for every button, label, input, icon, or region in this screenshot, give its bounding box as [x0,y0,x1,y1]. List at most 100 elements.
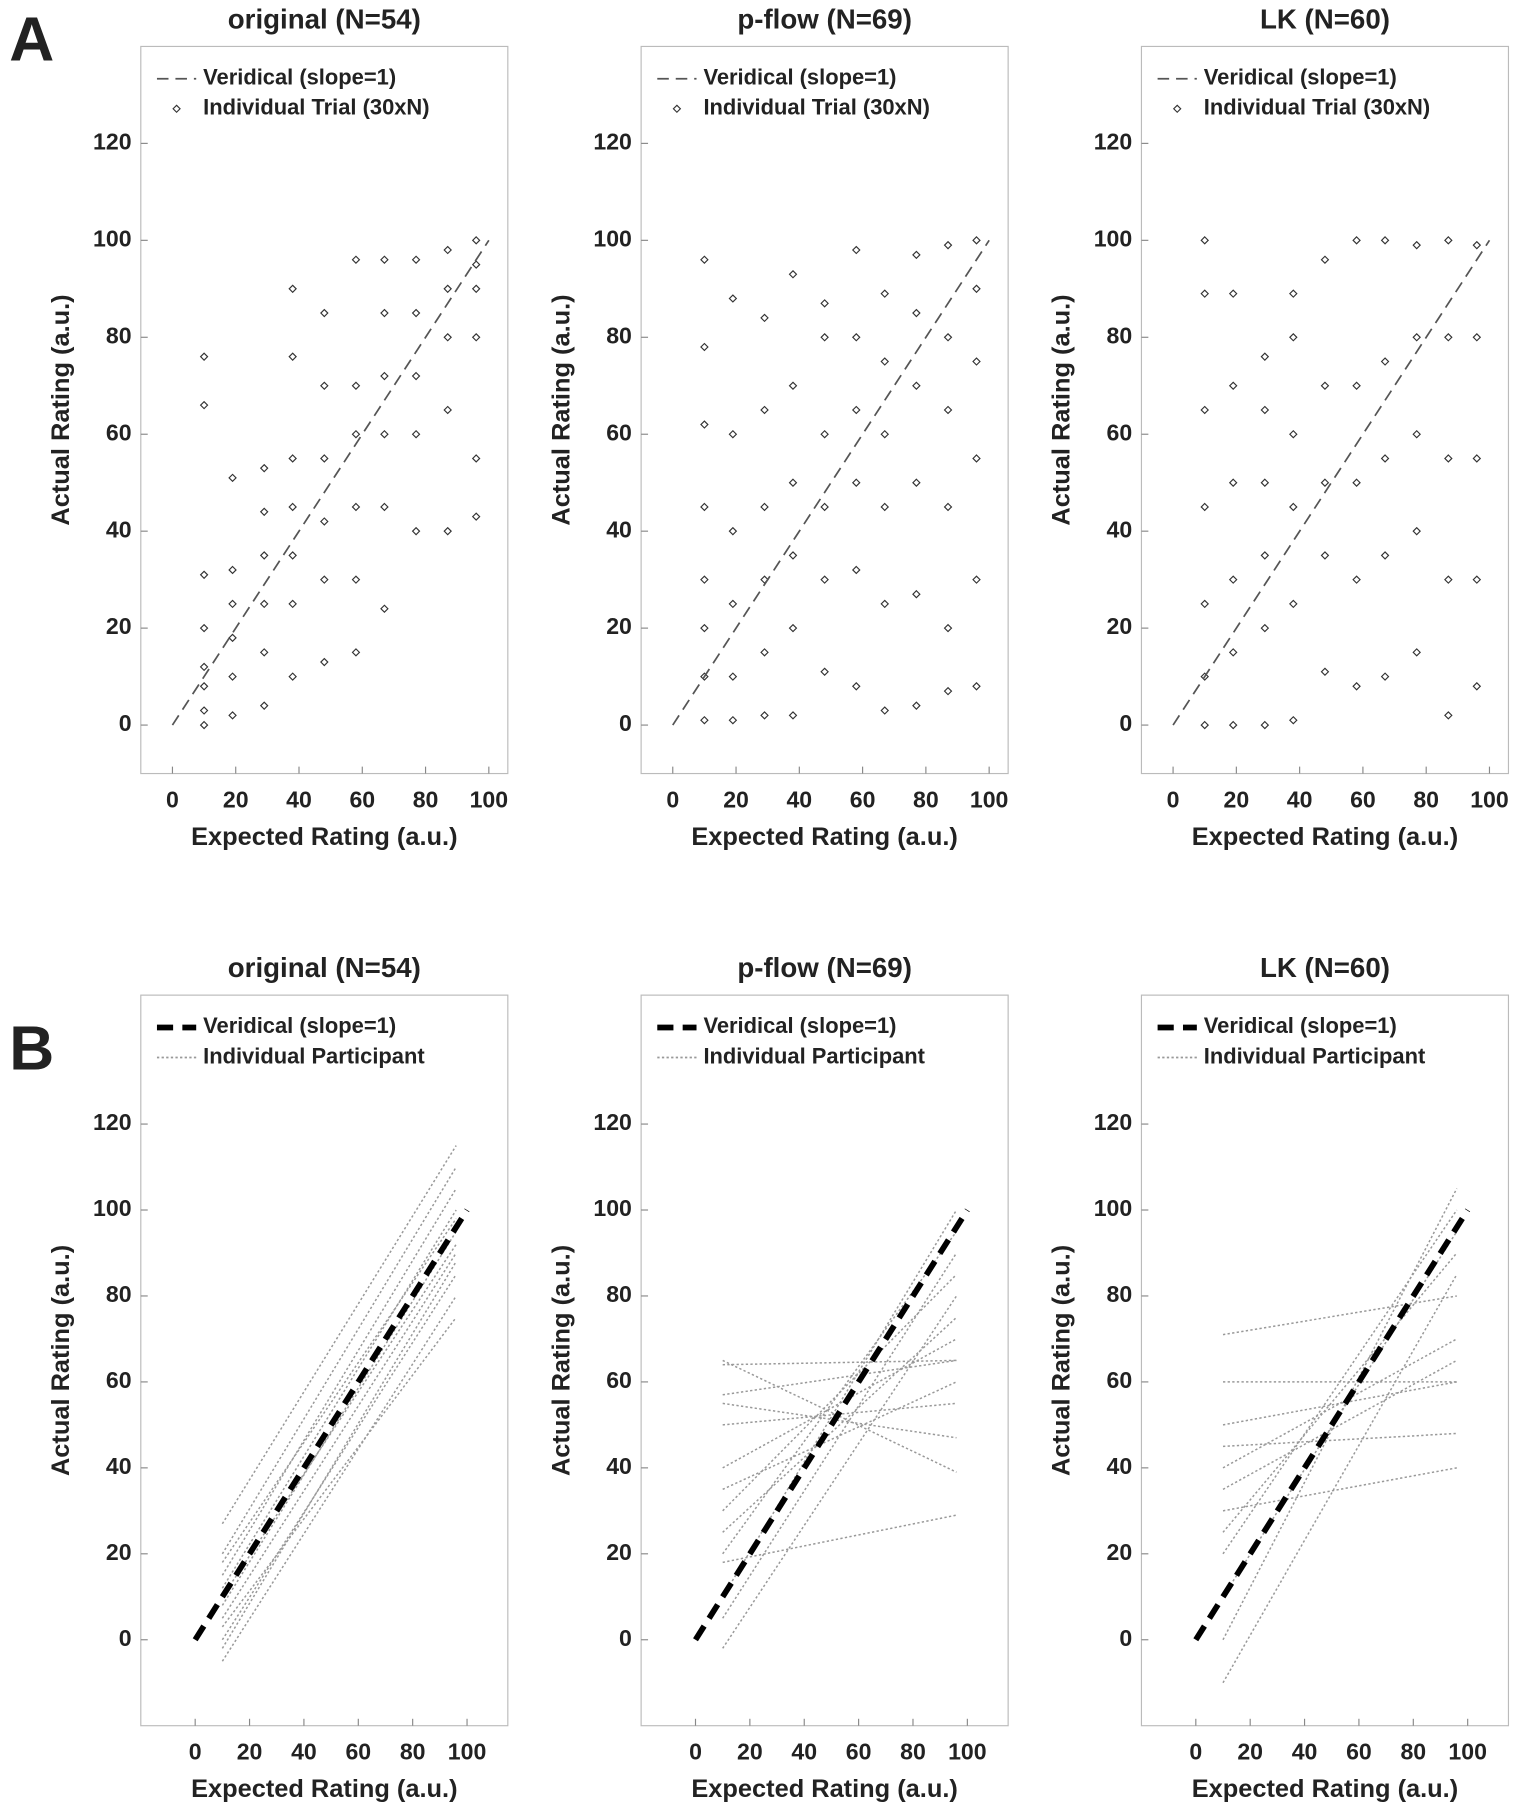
data-point [471,284,481,294]
participant-line [722,1514,957,1564]
data-point [1320,478,1330,487]
x-axis-label: Expected Rating (a.u.) [191,823,457,851]
data-point [972,575,981,584]
x-tick-label: 80 [900,1738,926,1764]
x-tick-label: 40 [286,786,312,812]
legend-label: Veridical (slope=1) [203,65,396,90]
data-point [1444,333,1453,342]
legend-label: Individual Trial (30xN) [203,95,429,120]
data-point [760,711,769,720]
x-axis-label: Expected Rating (a.u.) [691,823,957,851]
y-tick-label: 40 [1107,1453,1133,1479]
data-point [1260,623,1270,633]
data-point [380,502,389,512]
data-point [820,299,829,308]
legend-label: Individual Participant [1204,1043,1426,1068]
veridical-line [672,239,990,726]
x-tick-label: 40 [1287,786,1313,812]
data-point [1352,682,1361,691]
x-tick-label: 0 [189,1738,202,1764]
data-point [851,405,861,415]
x-tick-label: 60 [1350,786,1376,812]
data-point [1412,333,1421,342]
data-point [943,240,953,250]
data-point [259,599,269,609]
data-point [411,429,421,439]
y-tick-label: 20 [1107,1539,1133,1565]
data-point [851,245,861,255]
data-point [199,352,209,361]
data-point [788,623,798,633]
data-point [471,454,481,463]
y-tick-label: 100 [593,225,632,251]
data-point [851,478,861,487]
x-tick-label: 0 [1167,786,1180,812]
data-point [880,429,890,439]
x-tick-label: 0 [1189,1738,1202,1764]
data-point [443,405,452,415]
y-tick-label: 80 [1107,1281,1133,1307]
data-point [880,599,890,609]
y-axis-label: Actual Rating (a.u.) [547,294,575,525]
data-point [700,715,709,725]
data-point [728,294,738,303]
x-tick-label: 80 [1400,1738,1426,1764]
y-tick-label: 120 [1094,128,1133,154]
data-point [351,381,361,391]
data-point [700,255,709,265]
data-point [1352,575,1361,584]
data-point [1320,255,1330,265]
data-point [411,255,421,265]
data-point [1444,575,1453,584]
data-point [943,623,953,633]
y-tick-label: 0 [119,710,132,736]
data-point [788,478,798,487]
data-point [443,284,452,294]
data-point [1200,502,1209,512]
y-tick-label: 120 [93,1109,132,1135]
data-point [820,333,829,342]
data-point [1412,526,1421,536]
x-tick-label: 60 [846,1738,872,1764]
x-tick-label: 40 [1292,1738,1318,1764]
data-point [471,260,481,269]
data-point [820,429,829,439]
data-point [199,662,209,672]
data-point [320,381,329,391]
x-tick-label: 100 [470,786,509,812]
y-tick-label: 120 [593,1109,632,1135]
data-point [1200,289,1209,298]
data-point [320,517,329,526]
data-point [1289,502,1298,512]
participant-line [1222,1252,1458,1533]
data-point [1200,599,1209,609]
chart-title: original (N=54) [228,3,421,34]
y-tick-label: 20 [606,613,632,639]
data-point [1228,575,1238,584]
data-point [1380,551,1390,560]
data-point [288,502,297,512]
data-point [259,648,269,657]
data-point [1289,599,1298,609]
data-point [320,308,329,318]
data-point [1472,240,1482,250]
y-axis-label: Actual Rating (a.u.) [47,294,75,525]
y-tick-label: 0 [1119,1625,1132,1651]
y-tick-label: 80 [106,322,132,348]
data-point [471,236,481,245]
data-point [880,357,890,366]
x-tick-label: 60 [850,786,876,812]
veridical-line [1172,239,1491,726]
data-point [1412,429,1421,439]
data-point [728,715,738,725]
data-point [1352,381,1361,391]
x-tick-label: 60 [345,1738,371,1764]
data-point [228,711,237,720]
data-point [443,333,452,342]
data-point [760,648,769,657]
data-point [851,565,861,575]
data-point [700,342,709,352]
y-tick-label: 100 [1094,1195,1133,1221]
chart-title: p-flow (N=69) [737,952,912,983]
data-point [1412,240,1421,250]
